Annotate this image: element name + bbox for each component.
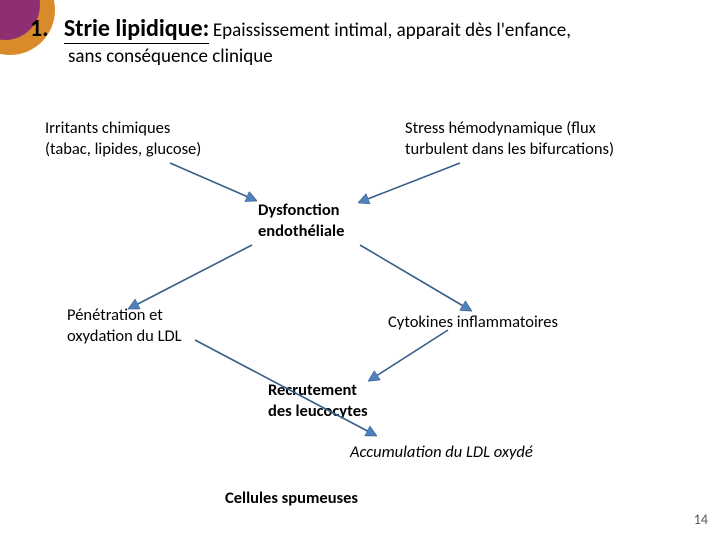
stress-line2: turbulent dans les bifurcations) — [405, 139, 614, 160]
node-dysfonction: Dysfonction endothéliale — [258, 200, 344, 241]
dysfonction-line2: endothéliale — [258, 221, 344, 242]
arrow-cytokines-recrutement — [370, 330, 448, 380]
node-recrutement: Recrutement des leucocytes — [268, 380, 368, 421]
penetration-line1: Pénétration et — [67, 305, 182, 326]
node-accumulation: Accumulation du LDL oxydé — [350, 442, 533, 463]
node-penetration: Pénétration et oxydation du LDL — [67, 305, 182, 346]
arrow-irritants-dysfonction — [170, 163, 255, 200]
slide-title: 1. Strie lipidique: Epaississement intim… — [30, 14, 690, 68]
arrow-stress-dysfonction — [360, 163, 460, 202]
arrow-dysfonction-penetration — [130, 245, 252, 308]
node-cellules: Cellules spumeuses — [225, 488, 358, 509]
title-number: 1. — [30, 14, 49, 43]
node-cytokines: Cytokines inflammatoires — [388, 312, 558, 333]
node-irritants: Irritants chimiques (tabac, lipides, glu… — [45, 118, 201, 159]
title-sub2: sans conséquence clinique — [68, 45, 690, 68]
irritants-line2: (tabac, lipides, glucose) — [45, 139, 201, 160]
page-number: 14 — [694, 511, 708, 528]
penetration-line2: oxydation du LDL — [67, 326, 182, 347]
stress-line1: Stress hémodynamique (flux — [405, 118, 614, 139]
recrutement-line1: Recrutement — [268, 380, 368, 401]
title-sub1: Epaississement intimal, apparait dès l'e… — [213, 19, 571, 42]
slide: 1. Strie lipidique: Epaississement intim… — [0, 0, 720, 540]
node-stress: Stress hémodynamique (flux turbulent dan… — [405, 118, 614, 159]
recrutement-line2: des leucocytes — [268, 401, 368, 422]
irritants-line1: Irritants chimiques — [45, 118, 201, 139]
arrow-dysfonction-cytokines — [360, 245, 470, 310]
dysfonction-line1: Dysfonction — [258, 200, 344, 221]
title-main: Strie lipidique: — [64, 14, 209, 44]
